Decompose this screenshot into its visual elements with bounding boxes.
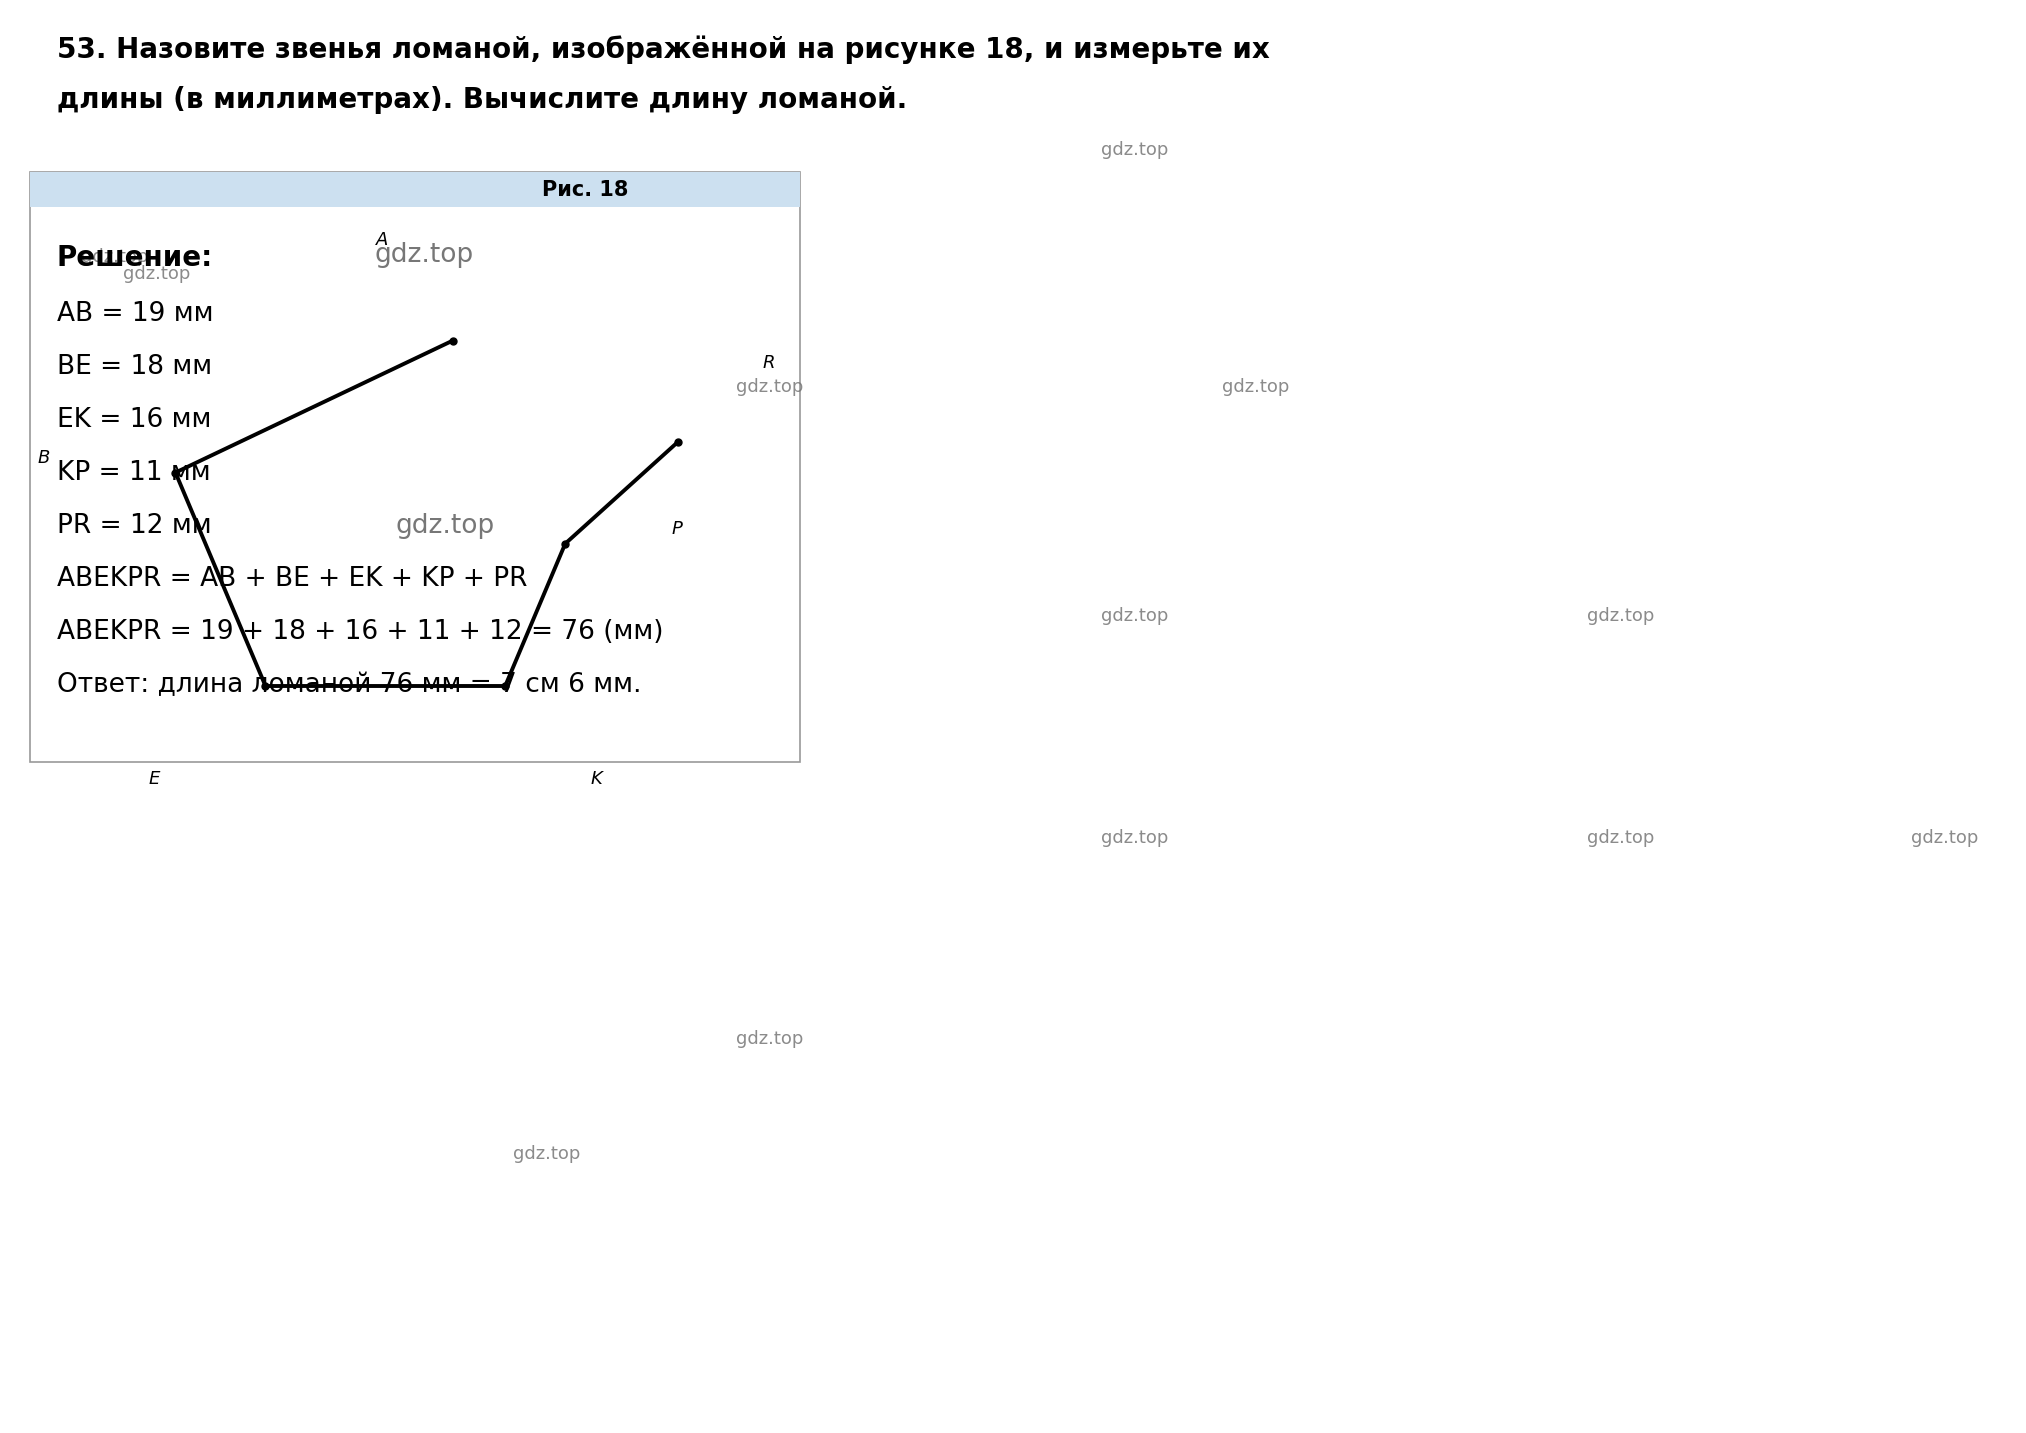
- Text: P: P: [671, 520, 683, 539]
- Text: R: R: [762, 354, 776, 373]
- Text: gdz.top: gdz.top: [1586, 608, 1655, 625]
- Text: gdz.top: gdz.top: [1586, 830, 1655, 847]
- Text: KP = 11 мм: KP = 11 мм: [57, 460, 211, 486]
- Text: gdz.top: gdz.top: [1100, 142, 1169, 159]
- Bar: [30, 172, 800, 208]
- Text: gdz.top: gdz.top: [1911, 830, 1979, 847]
- Text: gdz.top: gdz.top: [735, 378, 804, 396]
- Text: gdz.top: gdz.top: [735, 1030, 804, 1048]
- Text: gdz.top: gdz.top: [395, 513, 494, 539]
- Text: gdz.top: gdz.top: [1100, 608, 1169, 625]
- Bar: [30, 172, 800, 762]
- Text: gdz.top: gdz.top: [375, 242, 474, 268]
- Text: длины (в миллиметрах). Вычислите длину ломаной.: длины (в миллиметрах). Вычислите длину л…: [57, 86, 908, 115]
- Text: BE = 18 мм: BE = 18 мм: [57, 354, 213, 380]
- Text: PR = 12 мм: PR = 12 мм: [57, 513, 211, 539]
- Text: gdz.top: gdz.top: [124, 265, 190, 282]
- Text: 53. Назовите звенья ломаной, изображённой на рисунке 18, и измерьте их: 53. Назовите звенья ломаной, изображённо…: [57, 36, 1270, 64]
- Text: ABEKPR = AB + BE + EK + KP + PR: ABEKPR = AB + BE + EK + KP + PR: [57, 566, 527, 592]
- Text: Решение:: Решение:: [57, 244, 213, 272]
- Text: AB = 19 мм: AB = 19 мм: [57, 301, 213, 327]
- Text: ABEKPR = 19 + 18 + 16 + 11 + 12 = 76 (мм): ABEKPR = 19 + 18 + 16 + 11 + 12 = 76 (мм…: [57, 619, 663, 645]
- Text: E: E: [148, 770, 160, 788]
- Text: B: B: [38, 449, 51, 467]
- Text: gdz.top: gdz.top: [1222, 378, 1291, 396]
- Text: Рис. 18: Рис. 18: [541, 179, 628, 199]
- Text: Ответ: длина ломаной 76 мм = 7 см 6 мм.: Ответ: длина ломаной 76 мм = 7 см 6 мм.: [57, 672, 640, 698]
- Text: gdz.top: gdz.top: [1100, 830, 1169, 847]
- Text: EK = 16 мм: EK = 16 мм: [57, 407, 211, 433]
- Text: gdz.top: gdz.top: [81, 248, 148, 265]
- Text: K: K: [592, 770, 602, 788]
- Text: A: A: [375, 231, 389, 249]
- Text: gdz.top: gdz.top: [513, 1145, 581, 1162]
